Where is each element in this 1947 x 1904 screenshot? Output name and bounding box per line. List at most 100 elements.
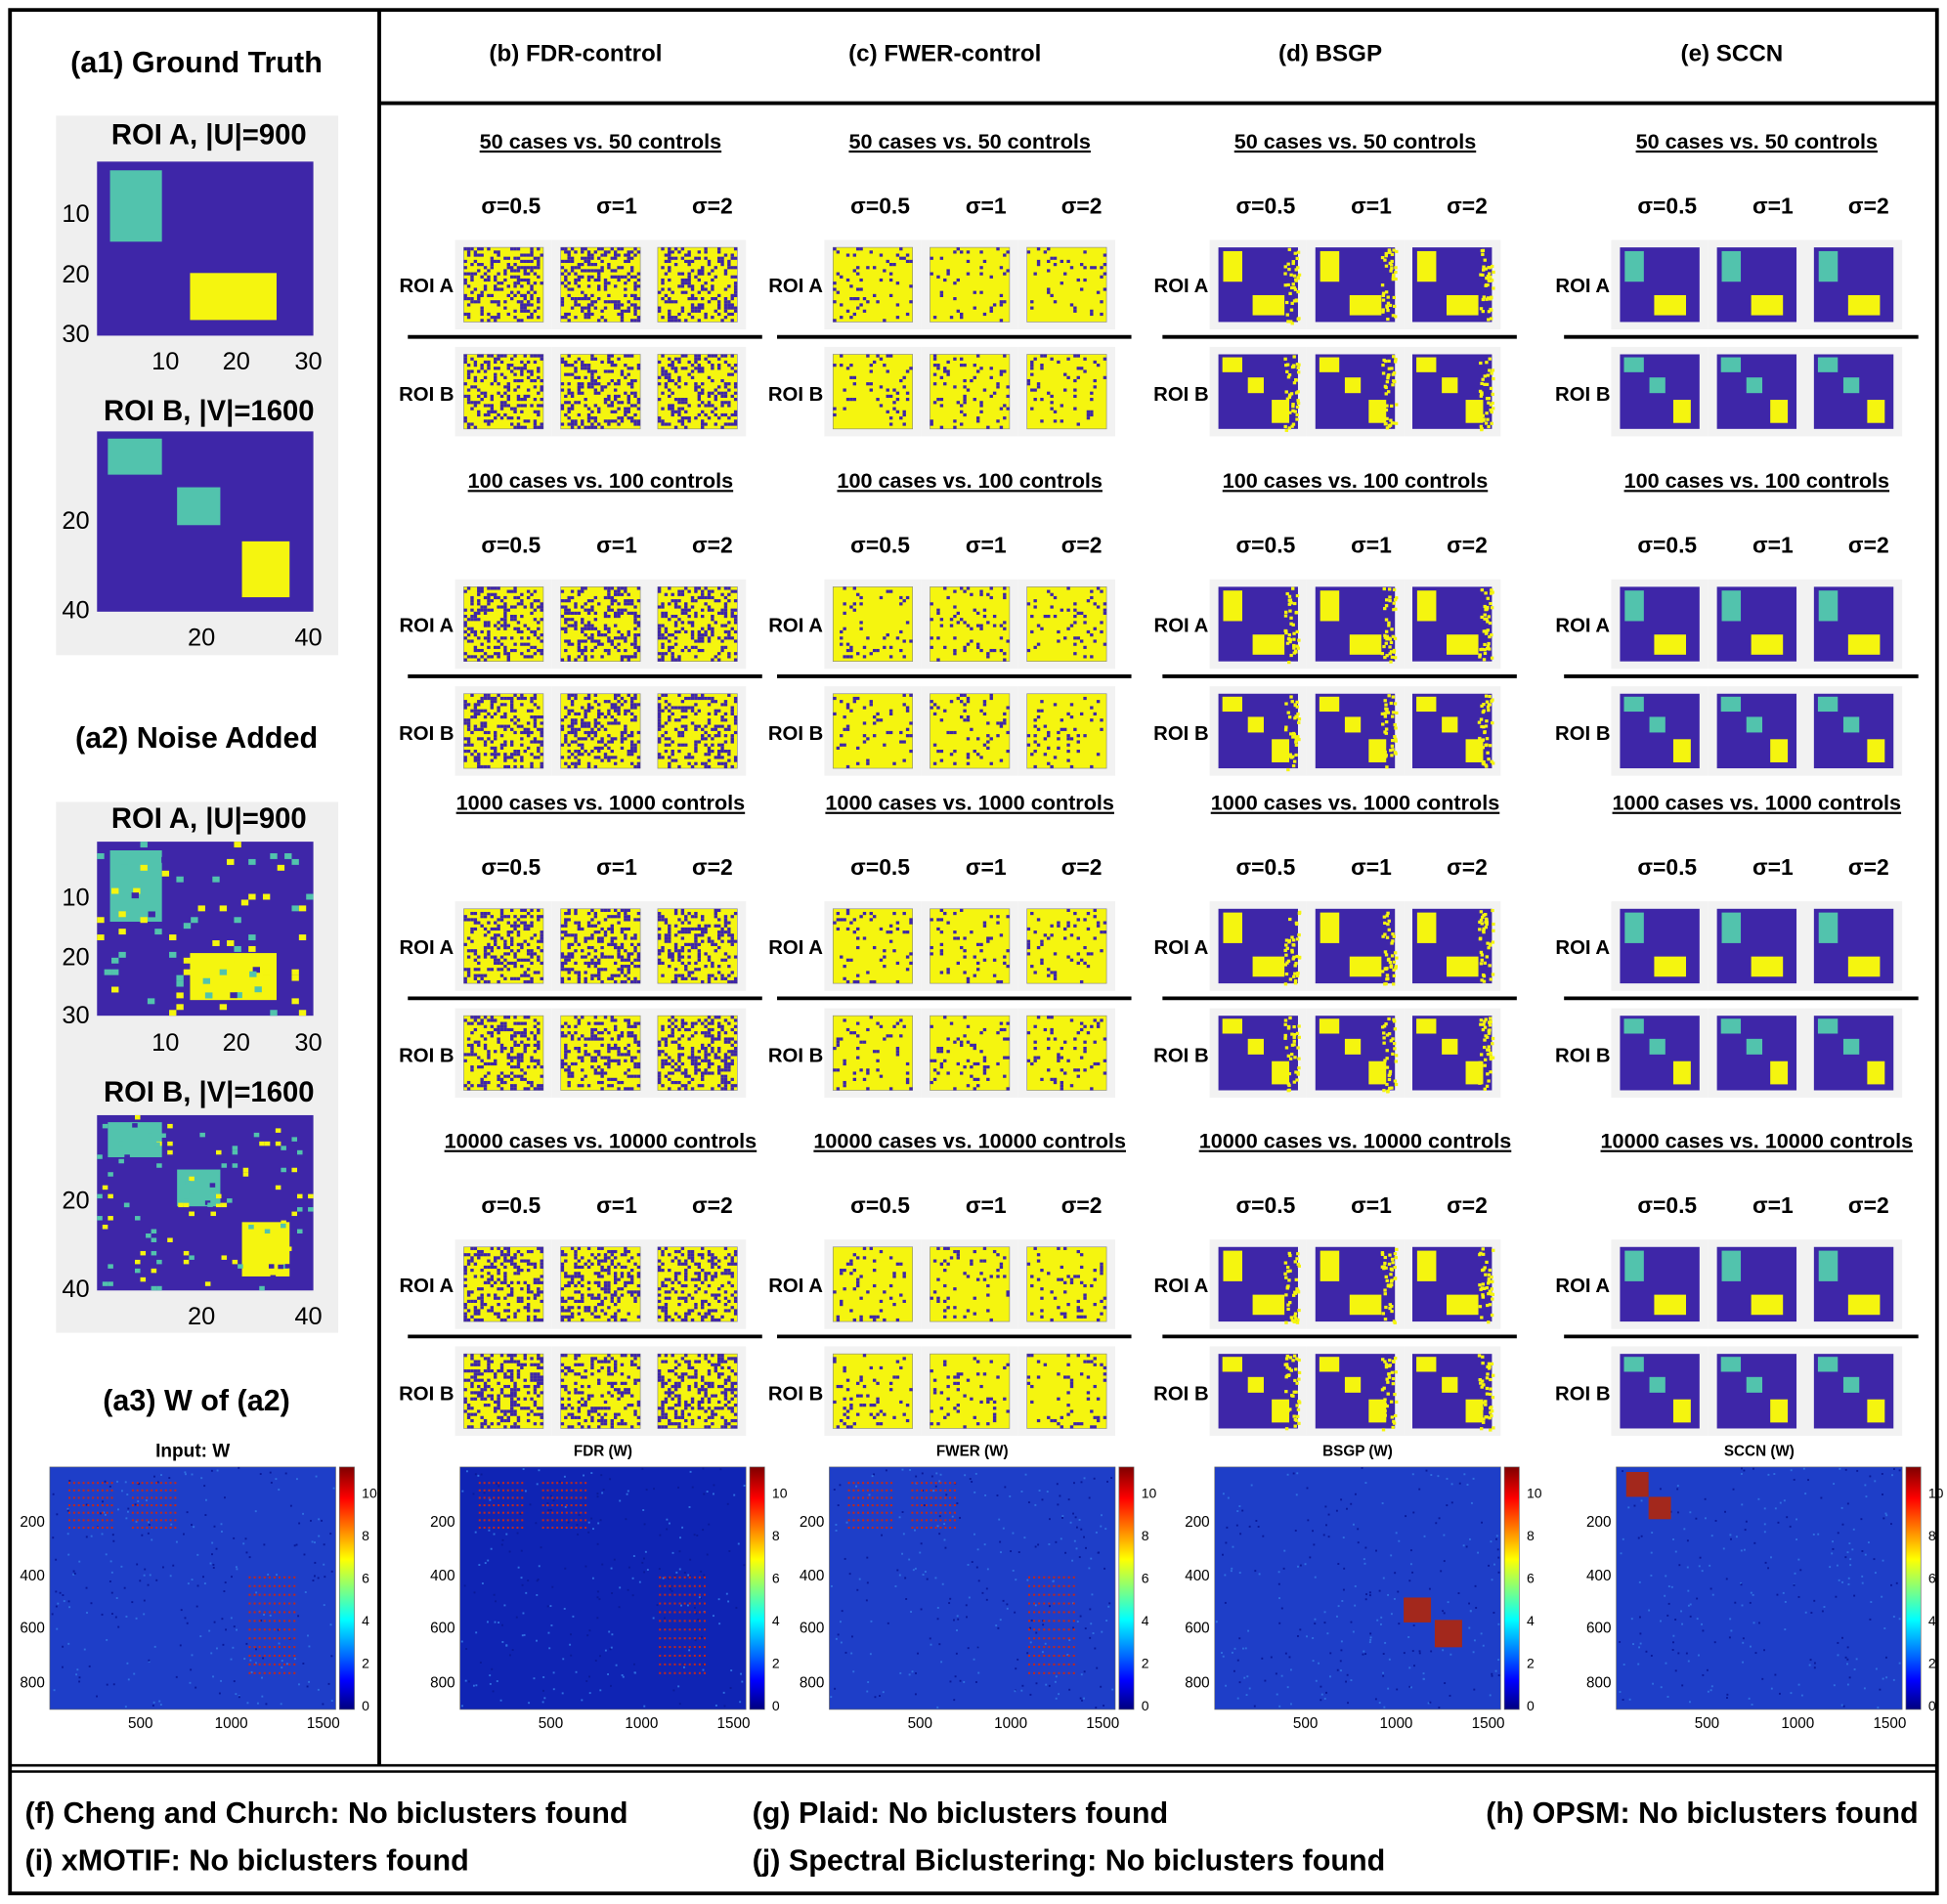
cell bbox=[523, 425, 527, 429]
cell bbox=[526, 1412, 531, 1416]
cell bbox=[727, 1065, 731, 1069]
cell bbox=[526, 952, 531, 956]
cell bbox=[111, 969, 119, 975]
cell bbox=[671, 592, 674, 596]
cell bbox=[704, 586, 708, 590]
noise bbox=[120, 1490, 123, 1493]
signal bbox=[141, 1482, 144, 1485]
cell bbox=[714, 1037, 717, 1041]
cell bbox=[624, 700, 627, 704]
cell bbox=[716, 247, 721, 251]
cell bbox=[466, 422, 471, 426]
cell bbox=[707, 595, 712, 600]
cell bbox=[577, 1037, 582, 1041]
cell bbox=[690, 927, 695, 931]
cell bbox=[494, 756, 498, 759]
signal bbox=[268, 1637, 271, 1640]
cell bbox=[677, 629, 681, 634]
cell bbox=[716, 1021, 721, 1025]
cell bbox=[506, 764, 510, 769]
cell bbox=[463, 1084, 467, 1088]
signal bbox=[273, 1576, 276, 1579]
cell bbox=[533, 715, 538, 719]
cell bbox=[520, 278, 524, 282]
cell bbox=[684, 743, 688, 747]
cell bbox=[613, 592, 618, 596]
cell bbox=[730, 709, 734, 713]
noise bbox=[242, 1542, 245, 1545]
cell bbox=[687, 706, 691, 710]
cell bbox=[620, 592, 625, 596]
cell bbox=[487, 952, 491, 956]
noise bbox=[124, 1481, 127, 1484]
signal bbox=[273, 1602, 276, 1605]
cell bbox=[727, 404, 731, 408]
cell bbox=[254, 986, 262, 993]
cell bbox=[680, 976, 685, 980]
cell bbox=[540, 281, 543, 285]
cell bbox=[664, 611, 669, 615]
noise bbox=[180, 1609, 183, 1612]
cell bbox=[574, 1299, 578, 1304]
cell bbox=[490, 1397, 495, 1401]
cell bbox=[627, 693, 630, 697]
cell bbox=[586, 724, 591, 728]
cell bbox=[581, 724, 584, 728]
cell bbox=[613, 1024, 618, 1028]
cell bbox=[664, 730, 669, 735]
cell bbox=[633, 281, 637, 285]
cell bbox=[499, 1050, 504, 1054]
cell bbox=[111, 887, 119, 894]
noise bbox=[211, 1553, 213, 1556]
cell bbox=[687, 961, 691, 966]
cell bbox=[513, 1394, 517, 1398]
cell bbox=[466, 247, 471, 251]
cell bbox=[613, 410, 618, 413]
cell bbox=[570, 595, 575, 600]
cell bbox=[574, 693, 578, 697]
cell bbox=[160, 1133, 166, 1139]
cell bbox=[586, 364, 591, 368]
cell bbox=[661, 655, 665, 659]
cell bbox=[627, 253, 630, 257]
cell bbox=[707, 955, 712, 959]
cell bbox=[684, 915, 688, 919]
cell bbox=[633, 287, 637, 291]
cell bbox=[494, 1059, 498, 1062]
cell bbox=[687, 416, 691, 420]
cell bbox=[540, 422, 543, 426]
cell bbox=[516, 1056, 521, 1060]
cell bbox=[570, 761, 575, 765]
cell bbox=[564, 1283, 568, 1288]
cell bbox=[506, 266, 510, 270]
cell bbox=[167, 1237, 173, 1242]
cell bbox=[466, 1369, 471, 1373]
cell bbox=[617, 709, 621, 713]
cell bbox=[636, 422, 641, 426]
cell bbox=[509, 364, 514, 368]
cell bbox=[533, 645, 538, 649]
cell bbox=[480, 364, 484, 368]
cell bbox=[657, 290, 662, 294]
cell bbox=[494, 1027, 498, 1032]
cell bbox=[516, 300, 521, 304]
cell bbox=[590, 655, 594, 659]
cell bbox=[564, 1259, 568, 1263]
cell bbox=[516, 385, 521, 389]
cell bbox=[537, 247, 541, 251]
cell bbox=[607, 915, 611, 919]
cell bbox=[509, 290, 514, 294]
cell bbox=[627, 952, 630, 956]
cell bbox=[590, 312, 594, 317]
cell bbox=[497, 382, 500, 386]
cell bbox=[590, 1293, 594, 1297]
cell bbox=[526, 266, 531, 270]
noise bbox=[78, 1676, 81, 1679]
cell bbox=[610, 269, 614, 273]
cell bbox=[574, 1262, 578, 1266]
cell bbox=[581, 250, 584, 254]
cell bbox=[480, 293, 484, 297]
signal bbox=[87, 1496, 90, 1499]
cell bbox=[661, 658, 665, 662]
cell bbox=[620, 1265, 625, 1270]
